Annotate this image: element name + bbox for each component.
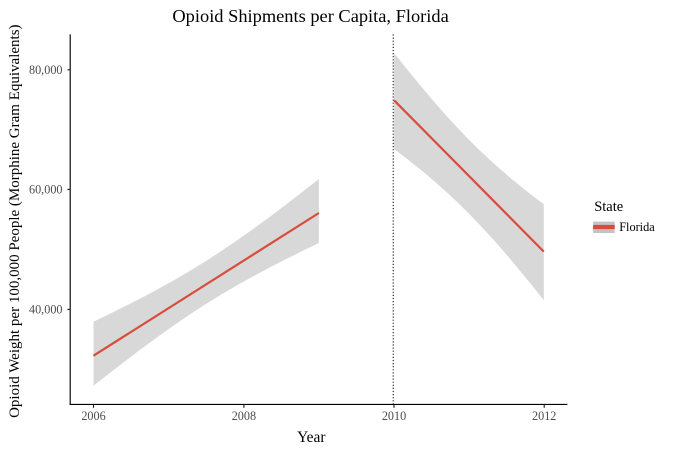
svg-text:State: State bbox=[594, 199, 623, 215]
svg-text:Florida: Florida bbox=[619, 220, 655, 234]
svg-text:60,000: 60,000 bbox=[29, 183, 63, 197]
svg-text:2006: 2006 bbox=[81, 409, 105, 423]
svg-text:Opioid Shipments per Capita, F: Opioid Shipments per Capita, Florida bbox=[172, 6, 448, 26]
svg-text:Year: Year bbox=[297, 429, 325, 446]
svg-text:Opioid Weight per 100,000 Peop: Opioid Weight per 100,000 People (Morphi… bbox=[7, 24, 23, 417]
svg-text:2010: 2010 bbox=[382, 409, 406, 423]
svg-text:2012: 2012 bbox=[532, 409, 556, 423]
svg-text:40,000: 40,000 bbox=[29, 303, 63, 317]
svg-text:80,000: 80,000 bbox=[29, 63, 63, 77]
svg-text:2008: 2008 bbox=[232, 409, 256, 423]
